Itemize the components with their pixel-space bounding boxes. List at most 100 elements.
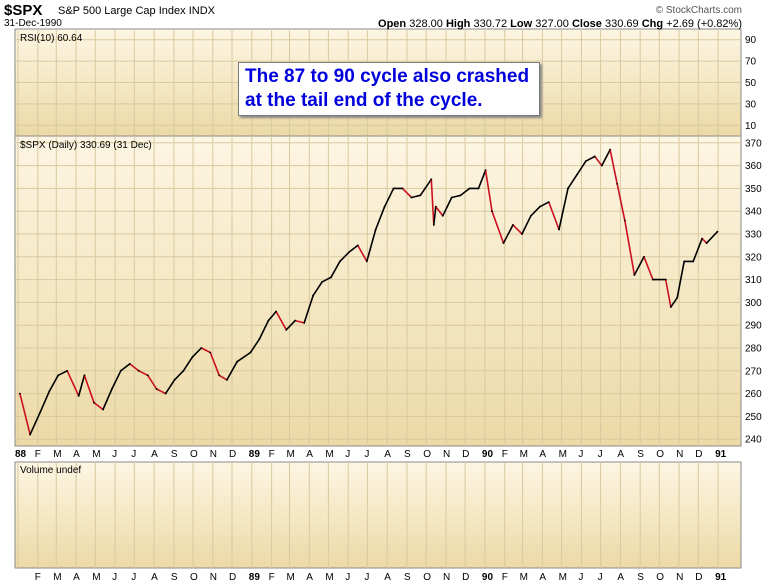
- x-tick-label: A: [617, 449, 624, 460]
- price-segment: [692, 237, 703, 263]
- price-segment: [226, 360, 238, 381]
- price-point: [669, 306, 672, 308]
- x-tick-label-bottom: S: [637, 572, 644, 583]
- price-segment: [200, 347, 212, 354]
- price-point: [530, 214, 532, 217]
- x-tick-label: N: [210, 449, 217, 460]
- index-description: S&P 500 Large Cap Index INDX: [58, 5, 215, 17]
- price-segment: [29, 410, 42, 436]
- price-point: [339, 260, 341, 263]
- x-tick-label-bottom: M: [92, 572, 100, 583]
- x-tick-label-bottom: D: [695, 572, 702, 583]
- price-segment: [209, 351, 220, 377]
- x-tick-label: D: [695, 449, 702, 460]
- price-segment: [77, 374, 86, 397]
- price-point: [539, 205, 541, 208]
- price-segment: [585, 155, 596, 162]
- price-point: [191, 356, 194, 358]
- price-segment: [502, 224, 514, 244]
- price-segment: [374, 205, 386, 231]
- x-tick-label: A: [384, 449, 391, 460]
- price-point: [146, 374, 149, 377]
- price-segment: [19, 392, 31, 436]
- price-point: [182, 369, 185, 372]
- price-segment: [275, 310, 288, 331]
- price-segment: [93, 401, 104, 411]
- price-tick-label: 290: [745, 321, 762, 332]
- price-point: [93, 401, 95, 404]
- x-tick-label-bottom: O: [190, 572, 198, 583]
- volume-gridlines: [17, 462, 719, 568]
- price-point: [128, 363, 131, 365]
- price-segment: [258, 319, 270, 340]
- price-label: $SPX (Daily) 330.69 (31 Dec): [20, 140, 152, 151]
- x-tick-label: S: [404, 449, 411, 460]
- x-tick-label: M: [53, 449, 61, 460]
- x-tick-label-bottom: O: [656, 572, 664, 583]
- x-tick-label-bottom: M: [520, 572, 528, 583]
- price-segment: [593, 155, 603, 167]
- volume-panel: [14, 461, 742, 569]
- price-point: [600, 164, 603, 167]
- price-tick-label: 260: [745, 389, 762, 400]
- x-tick-label: J: [345, 449, 350, 460]
- price-segment: [146, 374, 158, 390]
- x-tick-label-bottom: N: [676, 572, 683, 583]
- price-point: [576, 173, 578, 176]
- price-segment: [383, 187, 395, 208]
- price-point: [77, 395, 80, 397]
- rsi-tick-label: 30: [745, 99, 757, 110]
- x-tick-label-bottom: S: [404, 572, 411, 583]
- x-tick-label: N: [676, 449, 683, 460]
- price-point: [348, 251, 350, 254]
- x-tick-label-bottom: J: [112, 572, 117, 583]
- x-tick-label-bottom: M: [559, 572, 567, 583]
- x-tick-label: J: [131, 449, 136, 460]
- open-value: 328.00: [409, 18, 443, 30]
- price-point: [383, 205, 386, 208]
- ticker-symbol: $SPX: [4, 2, 43, 19]
- price-point: [173, 379, 176, 381]
- date-axis-bottom: F M A M J J A S O N D 89 F M A M J J A S O N D 90 F M A M J J A S O N D 91: [35, 572, 727, 583]
- price-segment: [539, 201, 550, 208]
- price-segment: [173, 369, 185, 381]
- x-tick-label: M: [325, 449, 333, 460]
- x-tick-label: F: [35, 449, 41, 460]
- price-tick-label: 310: [745, 275, 762, 286]
- x-tick-label: A: [306, 449, 313, 460]
- price-gridlines: [15, 136, 741, 446]
- x-tick-label-bottom: A: [617, 572, 624, 583]
- x-tick-label: F: [269, 449, 275, 460]
- price-point: [419, 194, 422, 197]
- price-tick-label: 370: [745, 138, 762, 149]
- x-tick-label-bottom: F: [35, 572, 41, 583]
- x-tick-label: S: [637, 449, 644, 460]
- price-point: [512, 224, 514, 226]
- price-segment: [312, 281, 323, 297]
- price-point: [401, 187, 404, 190]
- price-point: [502, 242, 505, 245]
- price-segment: [294, 319, 306, 324]
- price-point: [200, 347, 203, 349]
- price-segment: [430, 178, 435, 226]
- price-point: [692, 260, 695, 263]
- price-point: [593, 155, 596, 158]
- price-point: [432, 224, 435, 226]
- price-point: [330, 276, 332, 279]
- price-segment: [623, 219, 636, 276]
- price-point: [441, 214, 444, 217]
- date-axis-top: 88 F M A M J J A S O N D 89 F M A M J J A S O N D 90 F M A M J J A S O N D 9…: [15, 449, 727, 460]
- ohlc-readout: Open 328.00 High 330.72 Low 327.00 Close…: [378, 18, 742, 30]
- price-segment: [432, 205, 437, 226]
- price-segment: [249, 338, 261, 354]
- price-point: [664, 278, 667, 281]
- x-tick-label-bottom: 90: [482, 572, 494, 583]
- index-name: S&P 500 Large Cap Index: [58, 5, 186, 17]
- x-tick-label: A: [73, 449, 80, 460]
- x-tick-label: 89: [249, 449, 261, 460]
- price-point: [374, 228, 377, 231]
- price-segment: [441, 196, 453, 217]
- price-point: [218, 374, 221, 377]
- price-tick-label: 240: [745, 435, 762, 446]
- x-tick-label: A: [151, 449, 158, 460]
